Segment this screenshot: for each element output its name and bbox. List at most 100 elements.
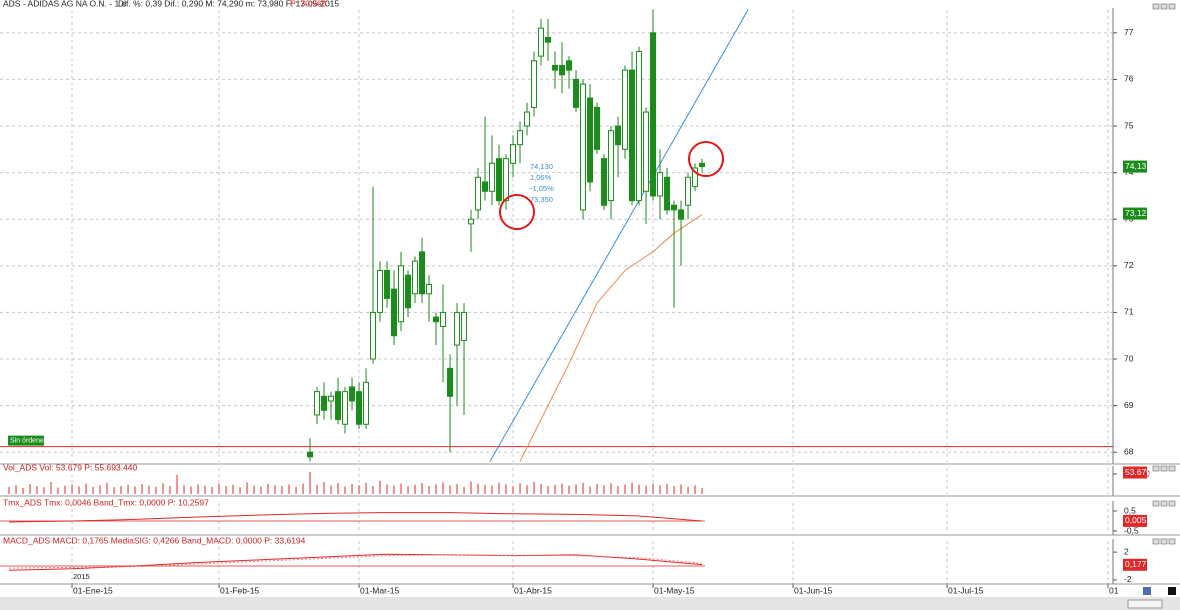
- volume-bar: [204, 485, 206, 494]
- volume-bar: [407, 486, 409, 494]
- volume-bar: [638, 484, 640, 494]
- volume-bar: [652, 483, 654, 494]
- candle-body: [426, 283, 433, 295]
- candle-body: [552, 64, 559, 71]
- candle-body: [510, 144, 517, 164]
- volume-bar: [701, 488, 703, 494]
- y-tick-label: 77: [1124, 27, 1134, 37]
- overlay-line: [489, 9, 749, 462]
- candle-body: [384, 269, 391, 299]
- window-button[interactable]: [1160, 538, 1168, 545]
- scroll-thumb[interactable]: [1127, 599, 1163, 609]
- volume-bar: [421, 483, 423, 494]
- window-button[interactable]: [1160, 500, 1168, 507]
- candle-body: [419, 251, 426, 295]
- y-tick-label: 68: [1124, 446, 1134, 456]
- volume-bar: [260, 486, 262, 494]
- window-button[interactable]: [1168, 500, 1176, 507]
- candle-body: [440, 311, 447, 327]
- volume-bar: [127, 484, 129, 494]
- volume-bar: [169, 486, 171, 494]
- y-tick-label: -0,5: [1124, 525, 1139, 535]
- candle-body: [328, 395, 335, 402]
- value-tag-label: 53.679: [1125, 467, 1151, 477]
- window-button[interactable]: [1152, 500, 1160, 507]
- candle-body: [370, 311, 377, 360]
- highlight-circle: [499, 194, 535, 230]
- y-tick-label: 2: [1124, 546, 1129, 556]
- volume-bar: [386, 484, 388, 494]
- candle-body: [699, 162, 706, 168]
- volume-bar: [176, 474, 178, 494]
- candle-body: [685, 176, 692, 206]
- volume-bar: [225, 486, 227, 494]
- volume-bar: [603, 485, 605, 494]
- window-button[interactable]: [1168, 465, 1176, 472]
- order-badge: [8, 435, 44, 446]
- volume-bar: [575, 484, 577, 494]
- indicator-line: [8, 554, 703, 569]
- x-tick-label: 01-Ene-15: [73, 585, 113, 595]
- toolbar-icon[interactable]: [1168, 587, 1176, 595]
- volume-bar: [428, 486, 430, 494]
- header-prev: P: 70,960: [290, 0, 327, 8]
- x-tick-label: 01-Mar-15: [360, 585, 399, 595]
- x-tick-label: 01-Abr-15: [514, 585, 552, 595]
- candle-body: [594, 106, 601, 150]
- y-tick-label: 76: [1124, 74, 1134, 84]
- y-tick-label: 75: [1124, 120, 1134, 130]
- window-button[interactable]: [1152, 3, 1160, 10]
- volume-bar: [379, 480, 381, 494]
- candle-body: [489, 162, 496, 192]
- candle-body: [475, 176, 482, 211]
- volume-bar: [484, 484, 486, 494]
- order-label: Sin órdenes: [10, 437, 48, 444]
- scroll-bar[interactable]: [0, 597, 1180, 610]
- volume-bar: [533, 482, 535, 494]
- volume-bar: [190, 486, 192, 494]
- highlight-circle: [688, 141, 724, 177]
- volume-bar: [120, 486, 122, 494]
- window-button[interactable]: [1152, 538, 1160, 545]
- volume-bar: [512, 486, 514, 494]
- candle-body: [629, 69, 636, 202]
- volume-bar: [92, 486, 94, 494]
- annotation: 73,350: [530, 195, 553, 204]
- candle-body: [545, 36, 552, 43]
- window-button[interactable]: [1152, 465, 1160, 472]
- volume-bar: [393, 485, 395, 494]
- candle-body: [608, 130, 615, 202]
- candle-body: [538, 27, 545, 57]
- volume-bar: [442, 482, 444, 494]
- candle-body: [692, 167, 699, 188]
- volume-bar: [267, 484, 269, 494]
- candle-body: [580, 83, 587, 211]
- volume-bar: [358, 485, 360, 494]
- toolbar-icon[interactable]: [1143, 587, 1151, 595]
- candle-body: [503, 158, 510, 202]
- candle-body: [321, 395, 328, 411]
- volume-bar: [400, 483, 402, 494]
- candle-body: [391, 288, 398, 337]
- volume-bar: [659, 485, 661, 494]
- candle-body: [314, 391, 321, 416]
- window-button[interactable]: [1168, 538, 1176, 545]
- volume-bar: [36, 486, 38, 494]
- volume-bar: [232, 484, 234, 494]
- value-tag-label: 0,005: [1125, 515, 1147, 525]
- candle-body: [482, 181, 489, 192]
- window-button[interactable]: [1160, 465, 1168, 472]
- x-tick-label: 01-Jun-15: [794, 585, 833, 595]
- volume-bar: [141, 484, 143, 494]
- volume-bar: [498, 482, 500, 494]
- y-tick-label: 72: [1124, 260, 1134, 270]
- window-button[interactable]: [1160, 3, 1168, 10]
- candle-body: [636, 50, 643, 202]
- window-button[interactable]: [1168, 3, 1176, 10]
- annotation: -1,05%: [530, 184, 554, 193]
- candle-body: [433, 316, 440, 323]
- candle-body: [650, 32, 657, 197]
- value-tag-label: 73,121: [1125, 208, 1151, 218]
- volume-bar: [435, 484, 437, 494]
